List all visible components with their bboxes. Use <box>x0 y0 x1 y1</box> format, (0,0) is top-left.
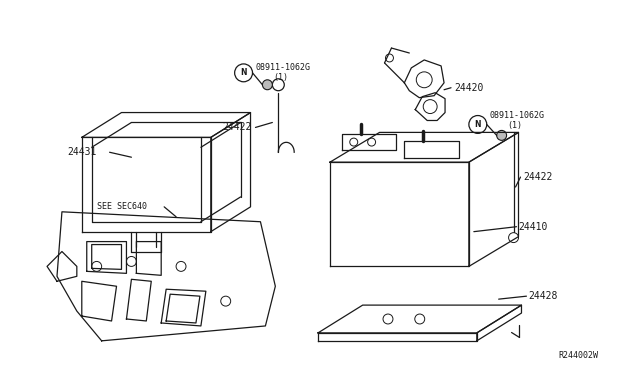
Text: SEE SEC640: SEE SEC640 <box>97 202 147 211</box>
Text: 08911-1062G: 08911-1062G <box>255 63 310 73</box>
Text: (1): (1) <box>508 121 523 130</box>
Text: 24422: 24422 <box>223 122 252 132</box>
Text: 08911-1062G: 08911-1062G <box>490 111 545 120</box>
Text: N: N <box>241 68 247 77</box>
Text: 24410: 24410 <box>518 222 548 232</box>
Circle shape <box>262 80 273 90</box>
Text: 24420: 24420 <box>454 83 483 93</box>
Text: 24431: 24431 <box>67 147 96 157</box>
Text: 24422: 24422 <box>524 172 553 182</box>
Text: N: N <box>475 120 481 129</box>
Text: R244002W: R244002W <box>558 351 598 360</box>
Text: 24428: 24428 <box>529 291 558 301</box>
Text: (1): (1) <box>273 73 289 82</box>
Circle shape <box>497 131 507 140</box>
